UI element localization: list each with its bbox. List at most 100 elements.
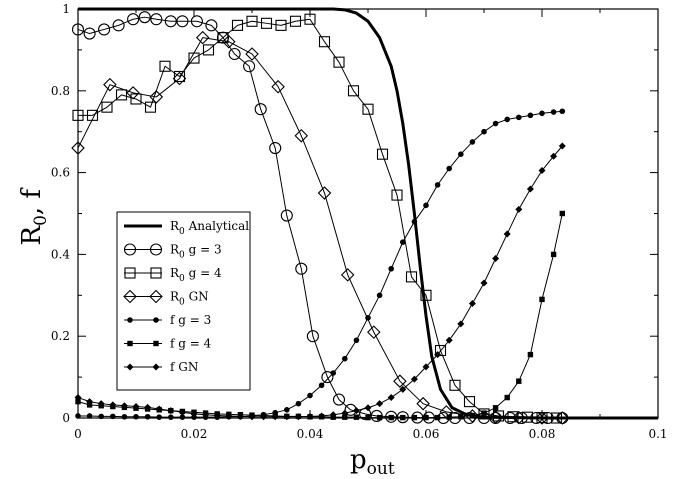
data-point (353, 337, 360, 344)
data-point (539, 110, 545, 117)
data-point (458, 414, 464, 420)
legend-label: f g = 4 (170, 337, 212, 351)
data-point (289, 15, 302, 27)
y-tick-label: 0.6 (51, 166, 70, 180)
data-point (347, 85, 360, 97)
legend-label-main: R (170, 243, 180, 257)
y-tick-label: 0.2 (51, 329, 70, 343)
data-point (318, 36, 331, 48)
legend-label-main: R (170, 266, 180, 280)
data-point (101, 101, 113, 113)
data-point (469, 139, 476, 145)
legend-label-main: f (170, 313, 176, 327)
data-point (393, 374, 407, 388)
data-point (376, 400, 384, 408)
legend-label-sub: 0 (179, 274, 185, 284)
legend-label: f g = 3 (170, 313, 211, 327)
x-tick-label: 0 (74, 427, 82, 441)
data-point (83, 27, 96, 40)
data-point (516, 114, 522, 121)
legend-marker (153, 340, 159, 347)
data-point (342, 414, 348, 420)
data-point (391, 189, 403, 201)
legend-label-sub: 0 (179, 298, 185, 308)
legend-label-rest: GN (174, 360, 198, 374)
legend-label-rest: g = 3 (174, 313, 211, 327)
data-point (132, 403, 140, 411)
data-point (538, 167, 546, 175)
legend-label: R0 Analytical (170, 219, 249, 237)
data-point (144, 403, 152, 411)
axes-group: 0 0.02 0.04 0.06 0.08 0.1 0 0.2 0.4 0.6 0.8 1 (51, 2, 668, 441)
x-axis-title-sub: out (367, 459, 395, 479)
data-point (150, 13, 163, 26)
data-point (294, 129, 309, 143)
legend-item: f g = 3 (124, 313, 211, 327)
data-point (463, 396, 476, 408)
data-point (410, 375, 418, 383)
data-point (411, 218, 418, 225)
data-point (109, 401, 117, 409)
data-point (550, 109, 557, 115)
data-point (333, 56, 345, 68)
data-point (173, 70, 186, 83)
data-point (458, 151, 464, 157)
data-point (376, 148, 389, 160)
data-point (365, 314, 371, 321)
data-point (446, 165, 453, 172)
legend-item: f g = 4 (124, 337, 212, 351)
data-point (449, 379, 461, 391)
legend-label-rest: GN (185, 290, 209, 304)
data-point (86, 413, 93, 419)
data-point (434, 351, 442, 359)
data-point (112, 19, 125, 32)
data-point (516, 378, 522, 384)
data-point (130, 93, 142, 105)
legend-item: f GN (124, 360, 198, 374)
x-tick-label: 0.04 (297, 427, 324, 441)
data-point (457, 320, 465, 328)
data-point (367, 325, 381, 339)
data-point (465, 409, 480, 423)
series-f-gn (74, 142, 566, 421)
data-point (446, 414, 452, 420)
data-point (416, 396, 430, 411)
legend-marker (127, 317, 133, 323)
data-point (205, 19, 218, 32)
data-point (550, 152, 558, 160)
data-point (535, 411, 549, 425)
data-point (190, 15, 203, 28)
legend-marker (124, 267, 136, 279)
data-point (550, 251, 557, 258)
data-point (527, 351, 534, 358)
legend-item: R0 g = 4 (124, 266, 222, 284)
legend-marker (153, 317, 159, 323)
data-point (512, 410, 526, 425)
data-point (269, 142, 282, 155)
data-point (352, 407, 360, 415)
data-point (97, 400, 105, 408)
data-point (159, 60, 171, 72)
data-point (245, 47, 259, 61)
data-point (481, 410, 487, 416)
data-point (260, 17, 273, 29)
x-tick-label: 0.06 (413, 427, 440, 441)
data-point (115, 89, 128, 101)
y-tick-label: 0.8 (51, 84, 70, 98)
data-point (399, 385, 407, 393)
x-tick-label: 0.08 (529, 427, 556, 441)
data-point (164, 15, 177, 28)
data-point (271, 79, 285, 94)
data-point (385, 410, 398, 423)
data-point (306, 330, 319, 343)
series-group (71, 7, 658, 425)
data-point (504, 116, 511, 123)
y-axis-title-sub: 0 (31, 215, 51, 226)
data-point (121, 413, 128, 420)
data-point (420, 289, 432, 301)
data-point (422, 363, 430, 371)
data-point (155, 405, 163, 413)
legend-marker (149, 243, 163, 256)
data-point (254, 103, 267, 116)
data-point (342, 355, 348, 362)
